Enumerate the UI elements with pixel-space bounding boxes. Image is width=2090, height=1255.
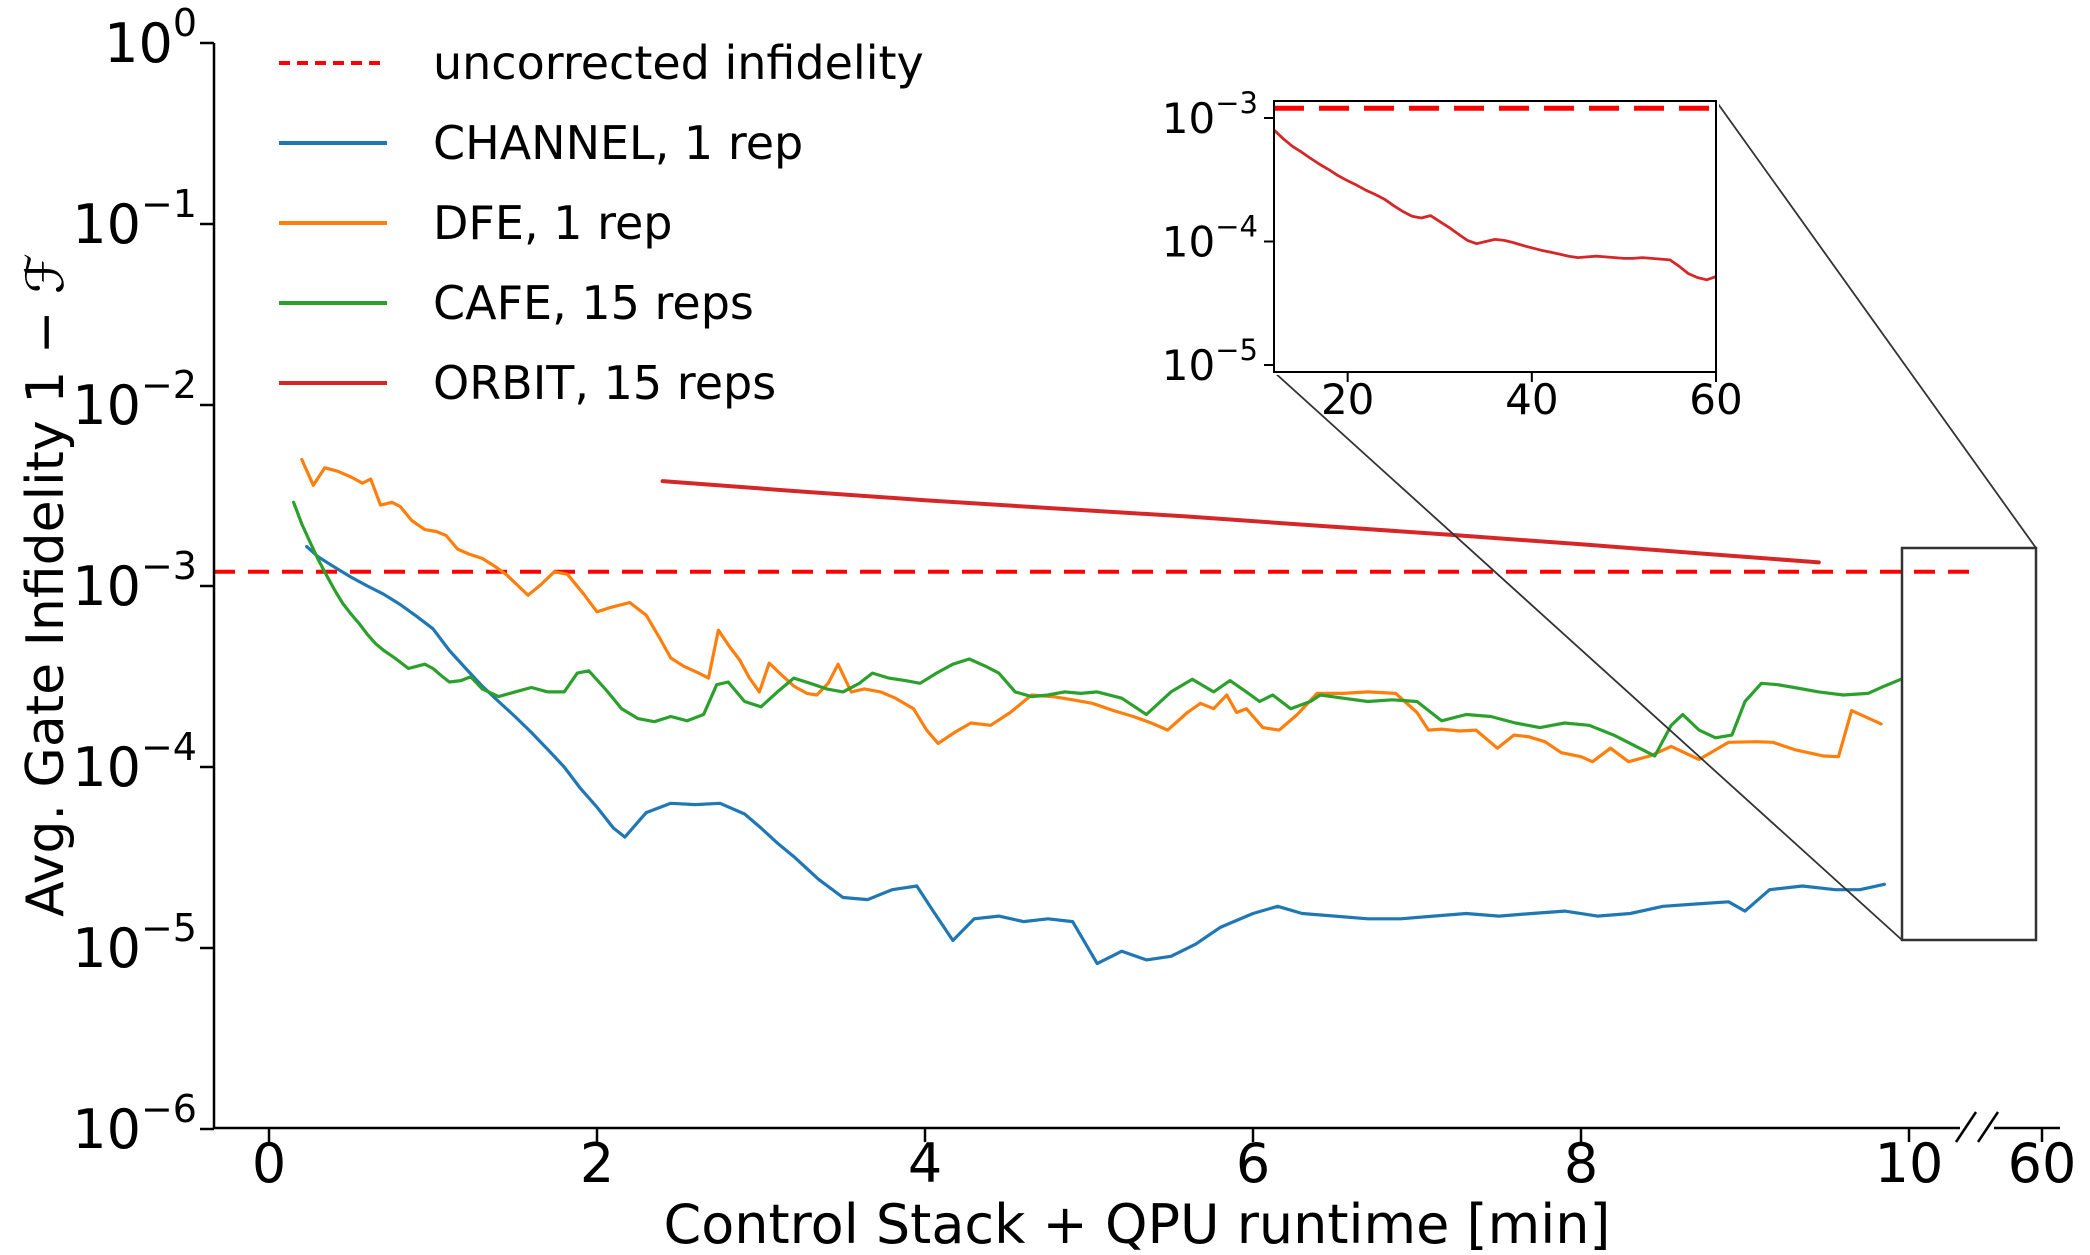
x-tick-label: 6 xyxy=(1236,1132,1270,1195)
zoom-region-rectangle xyxy=(1900,546,2038,942)
inset-x-tick-label: 20 xyxy=(1321,375,1374,424)
axis-break-slash-icon xyxy=(1954,1111,1978,1143)
legend-item-cafe: CAFE, 15 reps xyxy=(279,275,754,331)
y-tick-label: 10−6 xyxy=(72,1087,197,1161)
y-axis-label: Avg. Gate Infidelity 1 − ℱ xyxy=(16,253,76,917)
x-axis-label: Control Stack + QPU runtime [min] xyxy=(663,1193,1611,1255)
legend-label: DFE, 1 rep xyxy=(433,196,673,250)
inset-y-tick-label: 10−5 xyxy=(1162,333,1258,390)
y-tick-label: 10−3 xyxy=(72,544,197,618)
inset-x-tick-label: 60 xyxy=(1689,375,1742,424)
orbit-zoom-line xyxy=(1273,128,1717,282)
legend-item-uncorrected: uncorrected infidelity xyxy=(279,35,924,91)
x-tick-label: 10 xyxy=(1875,1132,1944,1195)
main-axes: 0 2 4 6 8 10 60 100 10−1 10−2 10−3 10−4 10−5 10−6 xyxy=(72,1,2076,1195)
axis-break-slash-icon xyxy=(1976,1111,2000,1143)
x-tick-label: 4 xyxy=(908,1132,942,1195)
x-tick-label: 2 xyxy=(580,1132,614,1195)
x-tick-label: 60 xyxy=(2008,1132,2077,1195)
legend-label: uncorrected infidelity xyxy=(433,36,924,90)
legend-label: CHANNEL, 1 rep xyxy=(433,116,804,170)
legend-line-orange-icon xyxy=(279,221,387,225)
orbit-line xyxy=(660,479,1821,565)
zoom-indicator xyxy=(1273,100,2038,942)
y-tick-label: 10−4 xyxy=(72,725,197,799)
legend-label: CAFE, 15 reps xyxy=(433,276,754,330)
cafe-line xyxy=(292,500,1903,758)
inset-x-tick-label: 40 xyxy=(1505,375,1558,424)
inset-background xyxy=(1271,98,1719,375)
inset-chart: 20 40 60 10−3 10−4 10−5 xyxy=(1162,86,1743,424)
x-tick-label: 8 xyxy=(1564,1132,1598,1195)
y-tick-label: 10−5 xyxy=(72,906,197,980)
legend-label: ORBIT, 15 reps xyxy=(433,356,777,410)
inset-axes-box xyxy=(1273,100,1717,373)
dfe-line xyxy=(300,457,1883,764)
inset-y-tick-label: 10−4 xyxy=(1162,210,1258,267)
zoom-connector-line xyxy=(1715,100,2037,549)
legend-line-green-icon xyxy=(279,301,387,305)
legend-item-dfe: DFE, 1 rep xyxy=(279,195,672,251)
inset-y-tick-label: 10−3 xyxy=(1162,86,1258,143)
legend-line-darkred-icon xyxy=(279,381,387,385)
legend-line-dashed-red-icon xyxy=(279,61,387,65)
legend-item-orbit: ORBIT, 15 reps xyxy=(279,355,776,411)
y-tick-label: 100 xyxy=(104,1,197,75)
y-tick-label: 10−1 xyxy=(72,182,197,256)
zoom-connector-line xyxy=(1273,371,1903,941)
x-tick-label: 0 xyxy=(252,1132,286,1195)
main-series xyxy=(214,457,1980,966)
legend-line-blue-icon xyxy=(279,141,387,145)
y-tick-label: 10−2 xyxy=(72,363,197,437)
legend-item-channel: CHANNEL, 1 rep xyxy=(279,115,803,171)
